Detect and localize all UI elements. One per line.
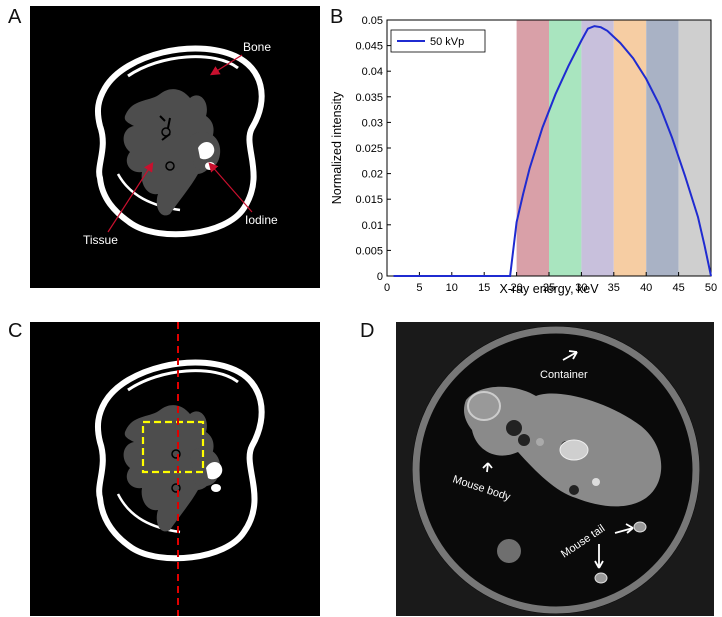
x-tick-label: 30 — [575, 282, 587, 294]
legend-label: 50 kVp — [430, 36, 464, 48]
panel-letter-d: D — [360, 320, 375, 342]
phantom-head — [94, 359, 265, 562]
y-axis-label: Normalized intensity — [330, 91, 344, 204]
bone-ring — [94, 359, 265, 562]
phantom-panel-c — [30, 322, 320, 616]
energy-bins — [516, 20, 711, 276]
x-tick-label: 5 — [416, 282, 422, 294]
y-tick-label: 0.04 — [362, 66, 383, 78]
energy-bin-6 — [678, 20, 711, 276]
energy-bin-4 — [613, 20, 647, 276]
arrow-tissue — [107, 161, 154, 233]
spectrum-chart: 0 0.005 0.01 0.015 0.02 0.025 0.03 0.035 0.04 0.0… — [330, 15, 717, 296]
ct-image-panel-d: Container Mouse body Mouse tail — [396, 322, 714, 616]
label-bone: Bone — [243, 40, 271, 54]
x-tick-label: 50 — [705, 282, 717, 294]
y-tick-label: 0.015 — [355, 194, 383, 206]
energy-bin-2 — [549, 20, 582, 276]
energy-bin-3 — [581, 20, 614, 276]
y-tick-label: 0.025 — [355, 143, 383, 155]
x-tick-label: 0 — [384, 282, 390, 294]
mouse-body — [464, 386, 662, 507]
y-axis-ticks: 0 0.005 0.01 0.015 0.02 0.025 0.03 0.035 0.04 0.0… — [355, 15, 391, 283]
x-tick-label: 35 — [608, 282, 620, 294]
x-axis-ticks: 0 5 10 15 20 25 30 35 40 45 50 — [384, 272, 717, 294]
x-tick-label: 40 — [640, 282, 652, 294]
energy-bin-1 — [516, 20, 549, 276]
y-tick-label: 0.01 — [362, 220, 383, 232]
x-tick-label: 20 — [510, 282, 522, 294]
phantom-head — [94, 45, 265, 238]
legend-box — [390, 29, 486, 53]
iodine-insert — [198, 142, 215, 160]
y-tick-label: 0 — [377, 271, 383, 283]
plot-frame — [386, 19, 712, 277]
y-tick-label: 0.03 — [362, 117, 383, 129]
container-wall — [412, 326, 700, 614]
y-tick-label: 0.02 — [362, 169, 383, 181]
x-tick-label: 25 — [543, 282, 555, 294]
series-line-50kvp — [393, 25, 712, 277]
annotation-arrows — [482, 350, 634, 569]
y-tick-label: 0.045 — [355, 41, 383, 53]
tissue-region — [123, 89, 214, 216]
panel-letter-a: A — [8, 6, 22, 28]
arrow-iodine — [208, 162, 253, 213]
vial-insert — [497, 539, 521, 563]
y-tick-label: 0.005 — [355, 245, 383, 257]
mouse-tail-section — [633, 521, 647, 533]
iodine-insert — [206, 462, 223, 480]
label-tissue: Tissue — [83, 233, 118, 247]
energy-bin-5 — [646, 20, 679, 276]
legend: 50 kVp — [390, 29, 486, 53]
x-axis-label: X-ray energy, keV — [499, 282, 599, 296]
x-tick-label: 10 — [446, 282, 458, 294]
label-container: Container — [540, 369, 588, 381]
arrow-bone — [209, 54, 243, 76]
label-iodine: Iodine — [245, 213, 278, 227]
mouse-tail-section — [594, 572, 608, 584]
bone-ring — [94, 45, 265, 238]
panel-letter-b: B — [330, 6, 344, 28]
tissue-region — [123, 405, 214, 532]
y-tick-label: 0.05 — [362, 15, 383, 27]
phantom-panel-a: Bone Tissue Iodine — [30, 6, 320, 288]
x-tick-label: 15 — [478, 282, 490, 294]
panel-letter-c: C — [8, 320, 23, 342]
x-tick-label: 45 — [672, 282, 684, 294]
y-tick-label: 0.035 — [355, 92, 383, 104]
